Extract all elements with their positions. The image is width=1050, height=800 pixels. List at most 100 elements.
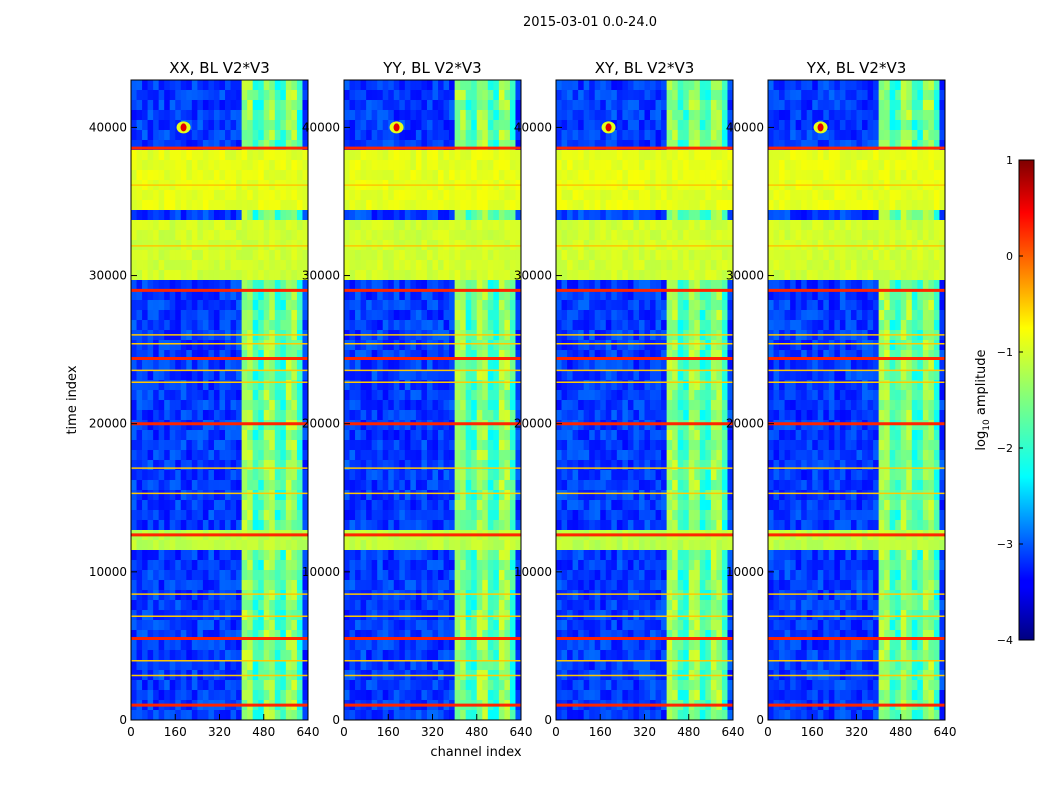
heatmap-cell xyxy=(197,310,204,321)
heatmap-cell xyxy=(158,340,165,351)
heatmap-cell xyxy=(421,80,428,91)
heatmap-cell xyxy=(705,170,712,181)
heatmap-cell xyxy=(515,620,522,631)
heatmap-cell xyxy=(666,190,673,201)
heatmap-cell xyxy=(269,280,276,291)
heatmap-cell xyxy=(393,690,400,701)
heatmap-cell xyxy=(366,600,373,611)
heatmap-cell xyxy=(371,80,378,91)
heatmap-cell xyxy=(164,80,171,91)
heatmap-cell xyxy=(509,500,516,511)
heatmap-cell xyxy=(225,280,231,291)
heatmap-cell xyxy=(153,460,160,471)
heatmap-cell xyxy=(399,360,406,371)
heatmap-cell xyxy=(605,170,612,181)
heatmap-cell xyxy=(443,480,450,491)
heatmap-cell xyxy=(399,380,406,391)
heatmap-cell xyxy=(476,150,483,161)
heatmap-cell xyxy=(274,610,281,621)
heatmap-cell xyxy=(158,270,165,281)
heatmap-cell xyxy=(421,300,428,311)
heatmap-cell xyxy=(280,120,287,131)
heatmap-cell xyxy=(399,430,406,441)
heatmap-cell xyxy=(683,160,690,171)
heatmap-cell xyxy=(360,280,367,291)
heatmap-cell xyxy=(454,610,461,621)
heatmap-cell xyxy=(169,220,176,231)
heatmap-cell xyxy=(208,520,215,531)
heatmap-cell xyxy=(449,460,456,471)
heatmap-cell xyxy=(302,400,309,411)
heatmap-cell xyxy=(721,280,728,291)
heatmap-cell xyxy=(482,310,489,321)
heatmap-cell xyxy=(230,380,237,391)
heatmap-cell xyxy=(661,100,668,111)
heatmap-cell xyxy=(186,350,193,361)
heatmap-cell xyxy=(638,210,645,221)
heatmap-cell xyxy=(504,260,511,271)
heatmap-cell xyxy=(202,290,209,301)
heatmap-cell xyxy=(158,350,165,361)
heatmap-cell xyxy=(493,510,500,521)
heatmap-cell xyxy=(393,470,400,481)
heatmap-cell xyxy=(219,300,226,311)
heatmap-cell xyxy=(382,300,389,311)
heatmap-cell xyxy=(415,630,422,641)
heatmap-cell xyxy=(241,210,248,221)
heatmap-cell xyxy=(454,500,461,511)
heatmap-cell xyxy=(296,310,303,321)
heatmap-cell xyxy=(344,230,350,241)
heatmap-cell xyxy=(388,430,395,441)
heatmap-cell xyxy=(509,440,516,451)
heatmap-cell xyxy=(225,340,231,351)
heatmap-cell xyxy=(454,710,461,721)
heatmap-cell xyxy=(136,270,143,281)
heatmap-cell xyxy=(377,250,384,261)
heatmap-cell xyxy=(355,500,361,511)
heatmap-cell xyxy=(410,640,417,651)
heatmap-cell xyxy=(269,190,276,201)
heatmap-cell xyxy=(158,320,165,331)
heatmap-cell xyxy=(426,610,433,621)
heatmap-cell xyxy=(230,250,237,261)
heatmap-cell xyxy=(377,320,384,331)
heatmap-cell xyxy=(388,490,395,501)
heatmap-cell xyxy=(285,410,292,421)
heatmap-cell xyxy=(432,110,439,121)
heatmap-cell xyxy=(175,410,182,421)
heatmap-cell xyxy=(683,280,690,291)
heatmap-cell xyxy=(415,680,422,691)
heatmap-cell xyxy=(421,630,428,641)
heatmap-cell xyxy=(280,140,287,151)
heatmap-cell xyxy=(633,250,640,261)
heatmap-cell xyxy=(482,300,489,311)
heatmap-cell xyxy=(296,600,303,611)
heatmap-cell xyxy=(360,140,367,151)
heatmap-cell xyxy=(410,170,417,181)
heatmap-cell xyxy=(699,170,706,181)
heatmap-cell xyxy=(449,140,456,151)
heatmap-cell xyxy=(219,220,226,231)
heatmap-cell xyxy=(191,290,198,301)
heatmap-cell xyxy=(360,340,367,351)
heatmap-cell xyxy=(600,230,607,241)
heatmap-cell xyxy=(443,500,450,511)
heatmap-cell xyxy=(432,390,439,401)
heatmap-cell xyxy=(382,500,389,511)
heatmap-cell xyxy=(158,280,165,291)
heatmap-cell xyxy=(136,500,143,511)
heatmap-cell xyxy=(616,200,623,211)
heatmap-cell xyxy=(153,220,160,231)
heatmap-cell xyxy=(498,600,505,611)
heatmap-cell xyxy=(191,110,198,121)
heatmap-cell xyxy=(572,300,579,311)
heatmap-cell xyxy=(633,280,640,291)
heatmap-cell xyxy=(426,160,433,171)
heatmap-cell xyxy=(487,80,494,91)
heatmap-cell xyxy=(147,430,154,441)
heatmap-cell xyxy=(355,80,361,91)
heatmap-cell xyxy=(421,170,428,181)
heatmap-cell xyxy=(476,200,483,211)
heatmap-cell xyxy=(164,350,171,361)
heatmap-cell xyxy=(219,470,226,481)
